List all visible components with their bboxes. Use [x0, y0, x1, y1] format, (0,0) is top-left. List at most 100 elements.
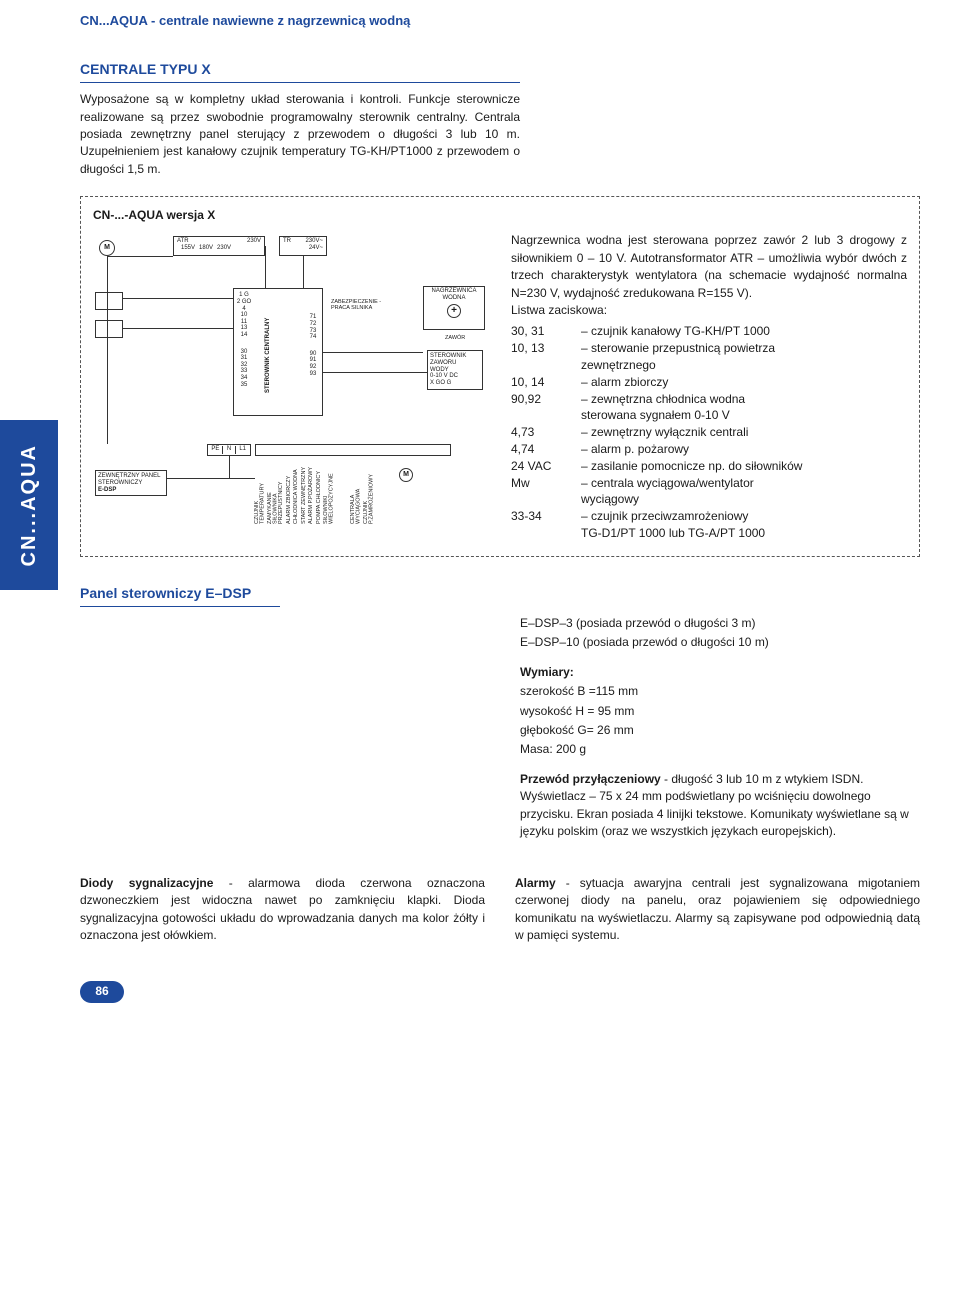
bl-1: ZAMYKANIE SIŁOWNIKA PRZEPUSTNICY — [268, 462, 285, 524]
wire-h2 — [123, 298, 233, 299]
term-row: 10, 13– sterowanie przepustnicą powietrz… — [511, 340, 907, 357]
term-val: – alarm p. pożarowy — [581, 441, 907, 458]
valve-ctrl-box: STEROWNIK ZAWORU WODY 0-10 V DC X GO G — [427, 350, 483, 390]
dim-b: szerokość B =115 mm — [520, 683, 920, 700]
term-val: – czujnik kanałowy TG-KH/PT 1000 — [581, 323, 907, 340]
t-11: 11 — [235, 319, 253, 326]
t-31: 31 — [235, 355, 253, 362]
l1: L1 — [236, 446, 249, 454]
diagram-title: CN-...-AQUA wersja X — [93, 207, 907, 224]
bl-3: CHŁODNICA WODNA — [294, 462, 300, 524]
intro-paragraph: Wyposażone są w kompletny układ sterowan… — [80, 91, 520, 178]
page-number-badge: 86 — [80, 981, 124, 1003]
side-tab-label: CN...AQUA — [15, 444, 44, 566]
dim-mass: Masa: 200 g — [520, 741, 920, 758]
panel-photo-placeholder — [80, 615, 490, 855]
t-33: 33 — [235, 368, 253, 375]
t-92: 92 — [305, 364, 321, 371]
intro-text: Wyposażone są w kompletny układ sterowan… — [80, 91, 520, 178]
ext-panel-box: ZEWNĘTRZNY PANEL STEROWNICZY E-DSP — [95, 470, 167, 496]
col-diody: Diody sygnalizacyjne - alarmowa dioda cz… — [80, 875, 485, 955]
right-terminals: 71 72 73 74 90 91 92 93 — [305, 290, 321, 414]
t-35: 35 — [235, 382, 253, 389]
bl-2: ALARM ZBIORCZY — [287, 462, 293, 524]
ep-2: STEROWNICZY — [98, 480, 164, 487]
term-row: zewnętrznego — [511, 357, 907, 374]
term-row: 10, 14– alarm zbiorczy — [511, 374, 907, 391]
wiring-schematic: M ATR 230V 155V 180V 230V TR — [93, 232, 493, 532]
conn-b: Przewód przyłączeniowy — [520, 772, 661, 786]
nagrzewnica-box: NAGRZEWNICA WODNA + — [423, 286, 485, 330]
term-row: 33-34– czujnik przeciwzamrożeniowy — [511, 508, 907, 525]
page-header: CN...AQUA - centrale nawiewne z nagrzewn… — [80, 12, 920, 31]
t-74: 74 — [305, 334, 321, 341]
term-val: – zewnętrzna chłodnica wodna — [581, 391, 907, 408]
term-row: 4,74– alarm p. pożarowy — [511, 441, 907, 458]
bottom-labels-row: CZUJNIK TEMPERATURY ZAMYKANIE SIŁOWNIKA … — [255, 462, 375, 524]
term-key: 24 VAC — [511, 458, 581, 475]
term-val: wyciągowy — [511, 491, 907, 508]
wire-v4 — [229, 456, 230, 478]
term-val: – sterowanie przepustnicą powietrza — [581, 340, 907, 357]
heater-l1: NAGRZEWNICA — [425, 288, 483, 295]
left-terminals: 1 G 2 GO 4 10 11 13 14 30 31 32 33 34 35 — [235, 290, 253, 414]
bottom-columns: Diody sygnalizacyjne - alarmowa dioda cz… — [80, 875, 920, 955]
dim-head: Wymiary: — [520, 665, 574, 679]
t-13: 13 — [235, 325, 253, 332]
bl-0: CZUJNIK TEMPERATURY — [255, 462, 266, 524]
section-heading: CENTRALE TYPU X — [80, 59, 520, 83]
vc-1: STEROWNIK — [430, 353, 480, 360]
n: N — [223, 446, 237, 454]
vc-2: ZAWORU — [430, 360, 480, 367]
term-key: 90,92 — [511, 391, 581, 408]
vc-3: WODY — [430, 367, 480, 374]
ep-3: E-DSP — [98, 487, 164, 494]
atr-box: ATR 230V 155V 180V 230V — [173, 236, 265, 256]
motor-mw-symbol: M — [399, 468, 413, 482]
term-key: 10, 13 — [511, 340, 581, 357]
term-val: zewnętrznego — [511, 357, 907, 374]
term-row: 4,73– zewnętrzny wyłącznik centrali — [511, 424, 907, 441]
side-tab: CN...AQUA — [0, 420, 58, 590]
term-val: – czujnik przeciwzamrożeniowy — [581, 508, 907, 525]
term-val: – centrala wyciągowa/wentylator — [581, 475, 907, 492]
term-key: 33-34 — [511, 508, 581, 525]
tr-label: TR — [283, 238, 291, 245]
vc-5: X GO G — [430, 380, 480, 387]
term-row: Mᴡ– centrala wyciągowa/wentylator — [511, 475, 907, 492]
term-key: 4,73 — [511, 424, 581, 441]
desc-p1: Nagrzewnica wodna jest sterowana poprzez… — [511, 232, 907, 302]
t-34: 34 — [235, 375, 253, 382]
sterownik-centralny: 1 G 2 GO 4 10 11 13 14 30 31 32 33 34 35 — [233, 288, 323, 416]
t-73: 73 — [305, 328, 321, 335]
volt-155: 155V — [181, 245, 195, 252]
term-row: wyciągowy — [511, 491, 907, 508]
wire-v2 — [265, 246, 266, 288]
valve-label: ZAWÓR — [445, 336, 465, 342]
term-val: TG-D1/PT 1000 lub TG-A/PT 1000 — [511, 525, 907, 542]
term-key: 4,74 — [511, 441, 581, 458]
volt-180: 180V — [199, 245, 213, 252]
tr-box: TR 230V~ 24V~ — [279, 236, 327, 256]
term-row: 30, 31– czujnik kanałowy TG-KH/PT 1000 — [511, 323, 907, 340]
bl-7: SIŁOWNIKI WIELOPOZYCYJNE — [324, 462, 335, 524]
term-val: – alarm zbiorczy — [581, 374, 907, 391]
plus-icon: + — [447, 304, 461, 318]
atr-label: ATR — [177, 238, 189, 245]
tr-24: 24V~ — [281, 245, 325, 252]
t-91: 91 — [305, 357, 321, 364]
wire-h4 — [323, 352, 423, 353]
term-key: Mᴡ — [511, 475, 581, 492]
panel-info: E–DSP–3 (posiada przewód o długości 3 m)… — [520, 615, 920, 842]
term-val: sterowana sygnałem 0-10 V — [511, 407, 907, 424]
motor-m-symbol: M — [99, 240, 115, 256]
wire-h5 — [323, 372, 427, 373]
pe: PE — [209, 446, 223, 454]
symbol-box-2 — [95, 320, 123, 338]
t-32: 32 — [235, 362, 253, 369]
wire-v3 — [303, 256, 304, 288]
alarmy-txt: - sytuacja awaryjna centrali jest sygnal… — [515, 876, 920, 942]
t-2go: 2 GO — [235, 299, 253, 306]
t-90: 90 — [305, 351, 321, 358]
t-14: 14 — [235, 332, 253, 339]
